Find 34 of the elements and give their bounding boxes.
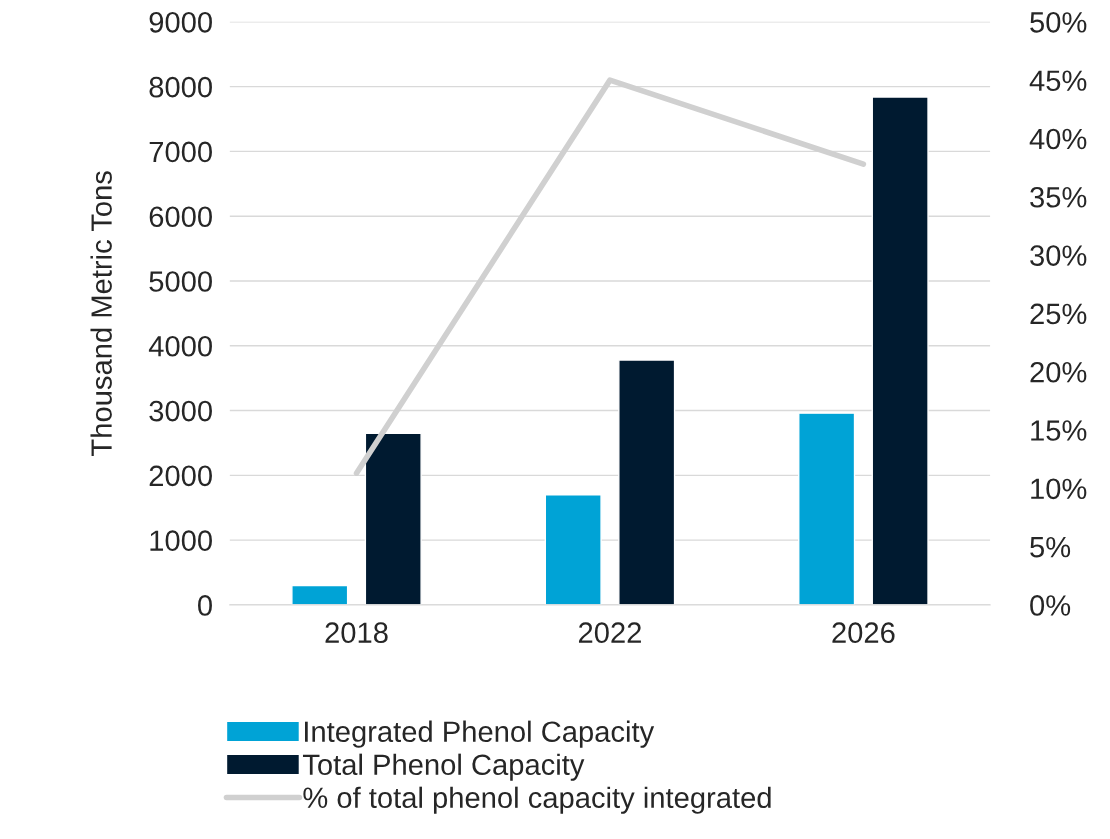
bar bbox=[798, 412, 856, 605]
y-tick-label: 7000 bbox=[149, 141, 212, 163]
legend-label: % of total phenol capacity integrated bbox=[303, 786, 771, 814]
x-tick-label: 2018 bbox=[325, 622, 388, 644]
y-tick-label: 3000 bbox=[149, 400, 212, 422]
y-tick-label: 6000 bbox=[149, 206, 212, 228]
bar bbox=[871, 96, 929, 605]
y2-tick-label: 35% bbox=[1030, 186, 1087, 208]
y2-tick-label: 45% bbox=[1029, 70, 1087, 91]
y-axis-title: Thousand Metric Tons bbox=[90, 171, 112, 456]
legend-label: Total Phenol Capacity bbox=[302, 753, 585, 781]
y2-tick-label: 10% bbox=[1031, 478, 1087, 500]
y2-tick-label: 20% bbox=[1030, 361, 1087, 383]
y2-tick-label: 0% bbox=[1030, 595, 1071, 616]
y-tick-label: 8000 bbox=[149, 76, 212, 98]
y2-tick-label: 30% bbox=[1030, 245, 1087, 266]
bar bbox=[291, 584, 349, 605]
y2-tick-label: 40% bbox=[1029, 128, 1087, 150]
x-tick-label: 2026 bbox=[832, 622, 895, 644]
y-tick-label: 4000 bbox=[148, 335, 212, 357]
y-tick-label: 9000 bbox=[149, 12, 212, 33]
legend-label: Integrated Phenol Capacity bbox=[305, 720, 655, 748]
y-tick-label: 1000 bbox=[150, 530, 212, 551]
bar bbox=[364, 432, 422, 605]
y-tick-label: 5000 bbox=[149, 271, 212, 292]
bar bbox=[544, 494, 602, 605]
y-tick-label: 0 bbox=[198, 595, 212, 616]
y2-tick-label: 5% bbox=[1030, 536, 1071, 558]
x-tick-label: 2022 bbox=[578, 622, 641, 644]
y2-tick-label: 25% bbox=[1030, 303, 1087, 325]
bar bbox=[618, 359, 676, 605]
y2-tick-label: 15% bbox=[1031, 420, 1087, 441]
y-tick-label: 2000 bbox=[149, 465, 212, 487]
y2-tick-label: 50% bbox=[1030, 12, 1087, 33]
